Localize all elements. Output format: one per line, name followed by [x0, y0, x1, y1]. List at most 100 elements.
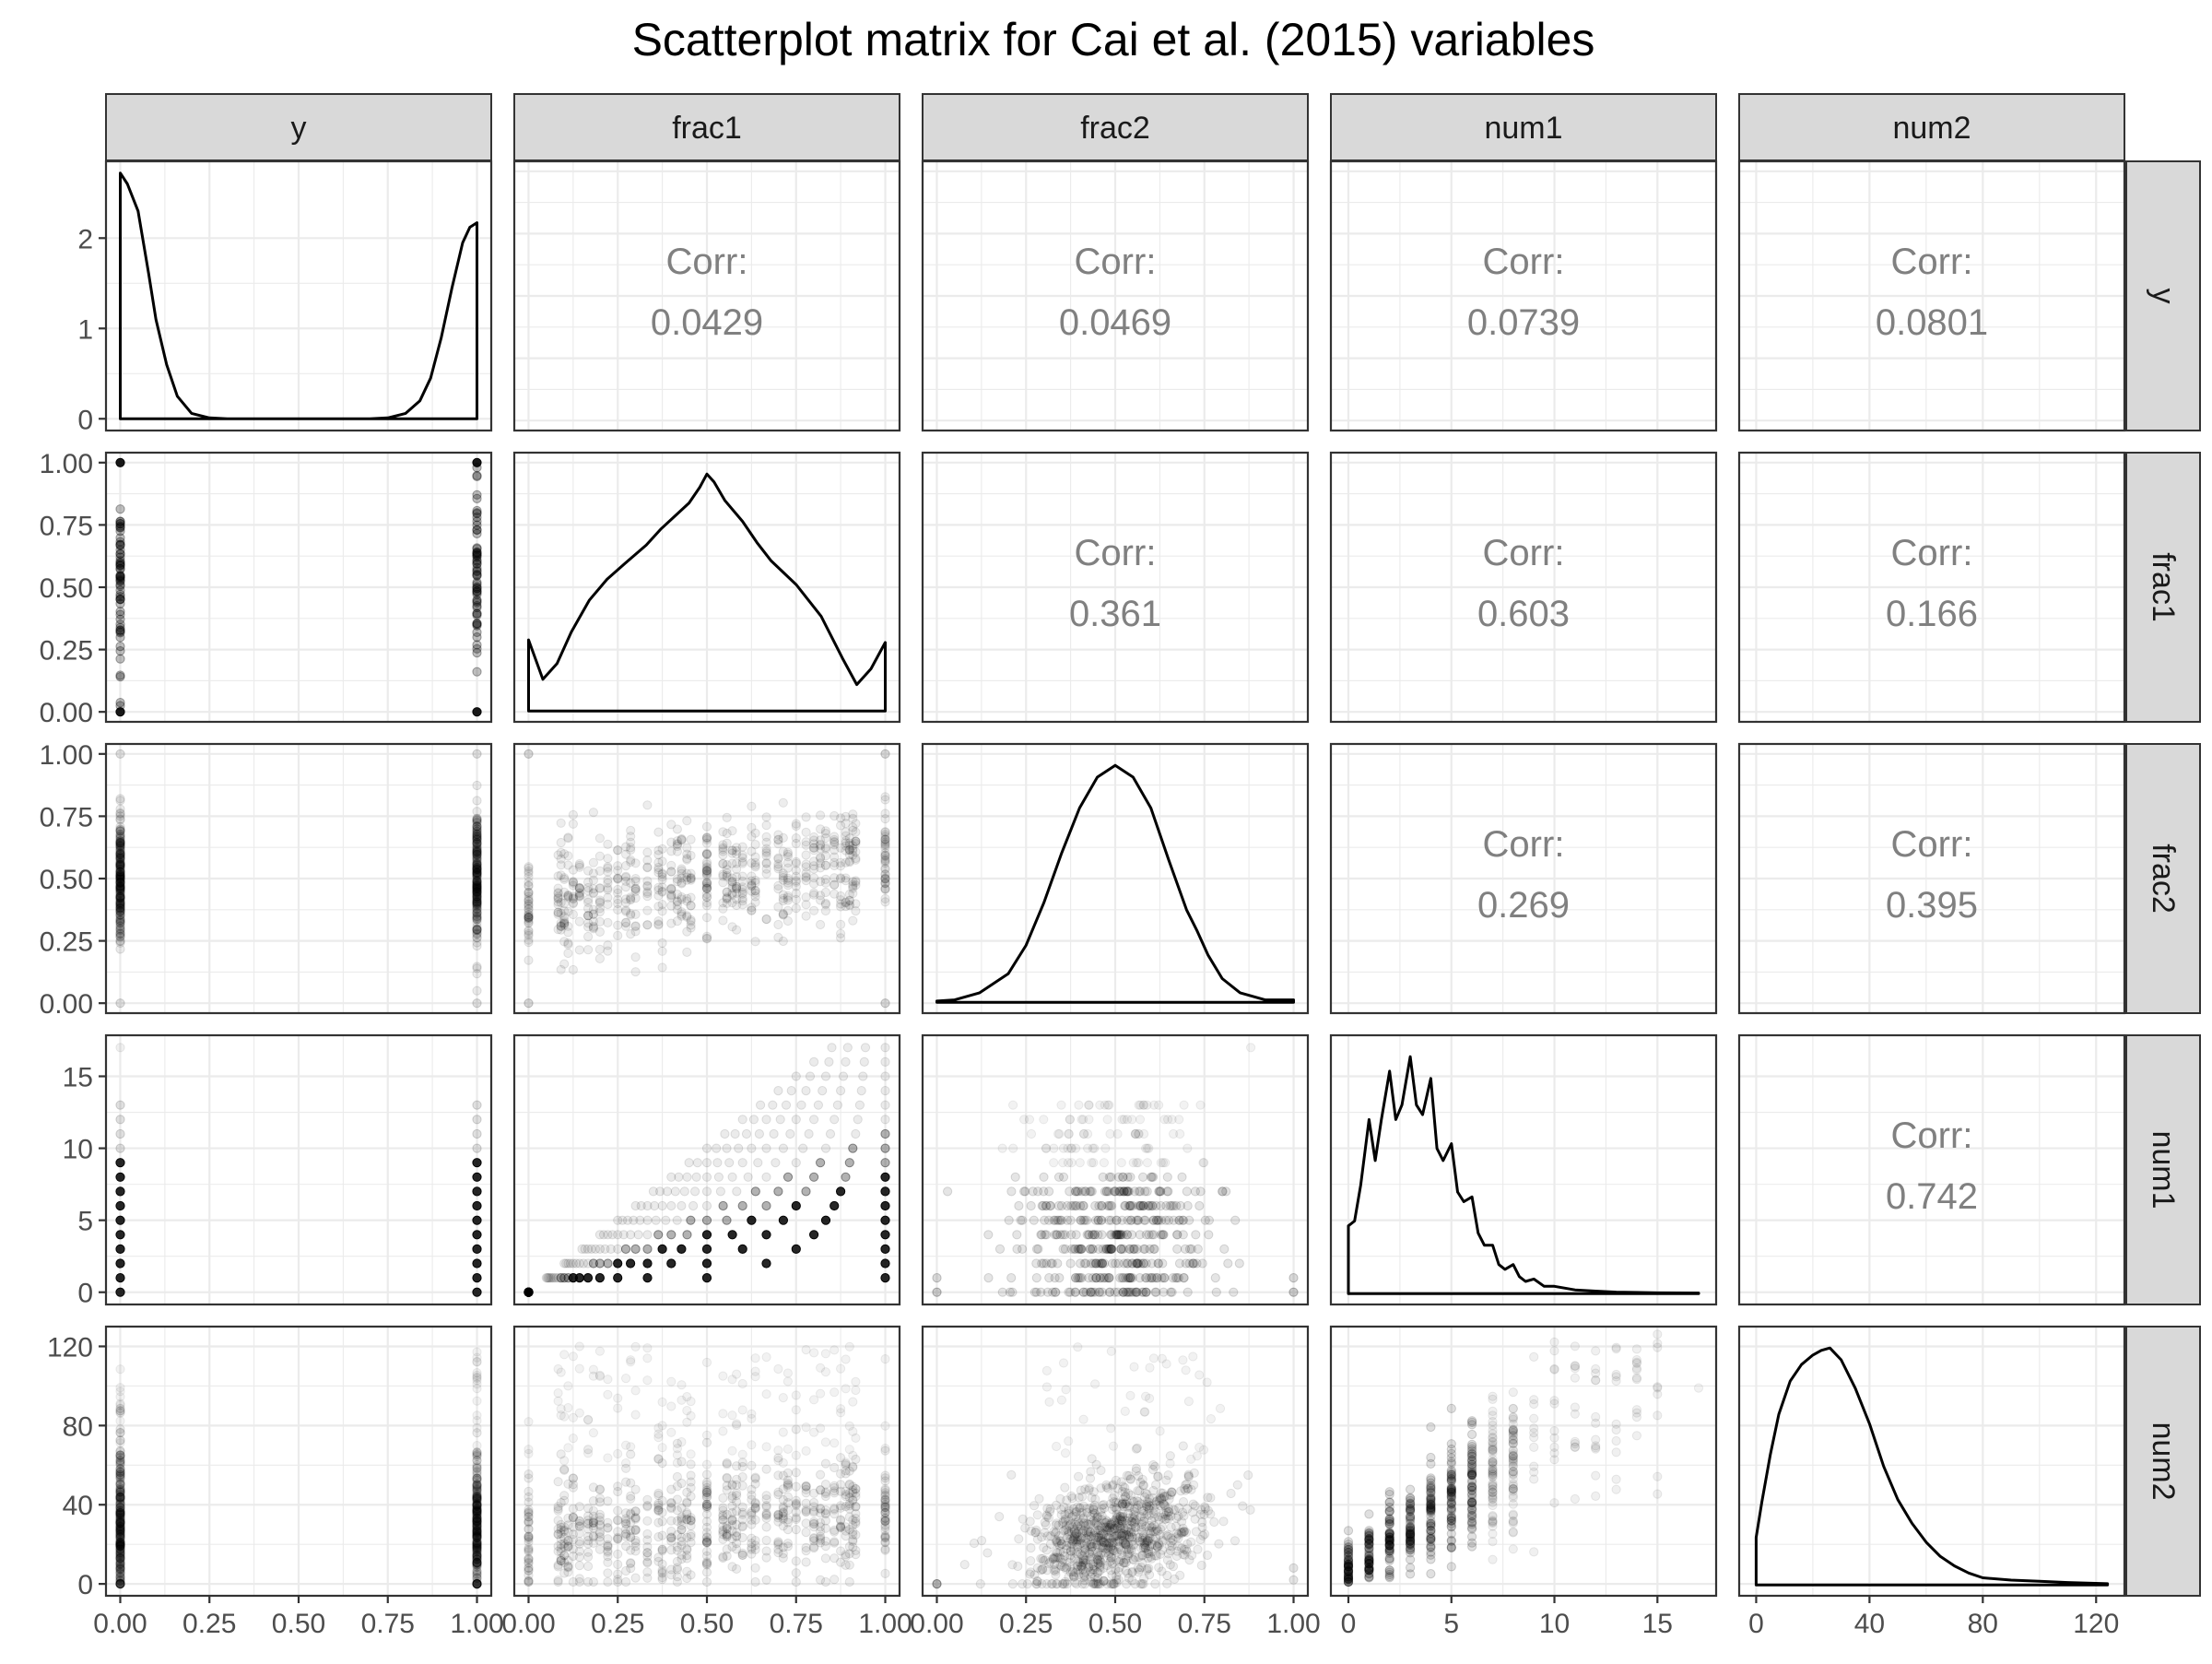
scatter-point — [115, 558, 125, 569]
scatter-point — [115, 707, 125, 717]
scatter-point — [1140, 1186, 1150, 1197]
scatter-point — [472, 1230, 482, 1240]
scatter-point — [472, 830, 482, 840]
scatter-point — [472, 1172, 482, 1182]
scatter-point — [115, 877, 125, 887]
scatter-point — [115, 873, 125, 883]
scatter-point — [791, 856, 801, 867]
scatter-point — [115, 869, 125, 880]
scatter-point — [472, 1573, 482, 1584]
scatter-point — [472, 891, 482, 902]
scatter-point — [115, 571, 125, 582]
scatter-point — [809, 1230, 819, 1240]
strip-col-frac2 — [922, 93, 1309, 161]
scatter-point — [472, 619, 482, 629]
scatter-point — [472, 559, 482, 570]
scatter-point — [1191, 1230, 1201, 1240]
scatter-point — [613, 1559, 623, 1570]
scatter-point — [115, 879, 125, 889]
scatter-point — [851, 1385, 861, 1396]
scatter-point — [472, 807, 482, 817]
scatter-point — [1007, 1579, 1018, 1589]
scatter-point — [750, 828, 760, 838]
scatter-point — [1030, 1528, 1041, 1538]
scatter-point — [115, 1510, 125, 1520]
strip-col-num1 — [1330, 93, 1717, 161]
scatter-point — [115, 832, 125, 842]
scatter-point — [472, 850, 482, 860]
scatter-point — [472, 1100, 482, 1110]
scatter-point — [1119, 1558, 1129, 1568]
scatter-point — [115, 998, 125, 1009]
scatter-point — [621, 918, 631, 928]
scatter-point — [582, 1273, 594, 1283]
scatter-point — [594, 1544, 606, 1554]
scatter-point — [816, 919, 826, 930]
scatter-point — [115, 815, 125, 825]
scatter-point — [747, 801, 757, 811]
scatter-point — [1229, 1287, 1239, 1297]
scatter-point — [472, 878, 482, 888]
scatter-point — [688, 1200, 699, 1211]
scatter-point — [1426, 1422, 1436, 1433]
grid-frac2-num2 — [1739, 744, 2124, 1013]
scatter-point — [1018, 1579, 1028, 1589]
scatter-point — [115, 826, 125, 836]
strip-col-label-num1: num1 — [1484, 111, 1562, 146]
scatter-point — [594, 883, 606, 893]
scatter-point — [848, 809, 858, 820]
scatter-point — [642, 800, 653, 810]
scatter-point — [472, 867, 482, 879]
scatter-point — [1138, 1579, 1148, 1589]
scatter-point — [115, 938, 125, 948]
scatter-point — [1032, 1575, 1042, 1587]
scatter-point — [1133, 1158, 1144, 1168]
scatter-point — [1186, 1484, 1196, 1495]
scatter-point — [472, 1441, 482, 1451]
scatter-point — [115, 552, 125, 562]
scatter-point — [472, 839, 482, 849]
scatter-point — [830, 1387, 840, 1398]
scatter-point — [472, 887, 482, 897]
scatter-point — [682, 1230, 692, 1240]
corr-label: Corr: — [1891, 824, 1973, 865]
scatter-point — [574, 1408, 584, 1418]
scatter-point — [851, 877, 861, 888]
scatter-point — [701, 1200, 712, 1211]
strip-row-y — [2125, 160, 2201, 431]
scatter-point — [1012, 1230, 1022, 1240]
scatter-point — [563, 927, 573, 938]
scatter-point — [115, 1387, 125, 1397]
scatter-point — [472, 866, 482, 876]
scatter-point — [115, 804, 125, 814]
scatter-point — [1192, 1258, 1202, 1269]
scatter-point — [1074, 1471, 1084, 1481]
scatter-point — [880, 1444, 890, 1454]
scatter-point — [782, 1492, 794, 1502]
scatter-point — [761, 1510, 771, 1520]
scatter-point — [472, 513, 482, 523]
scatter-point — [1026, 1200, 1036, 1211]
scatter-point — [773, 1086, 783, 1096]
scatter-point — [472, 620, 482, 631]
scatter-point — [830, 1575, 840, 1585]
scatter-point — [775, 1115, 785, 1125]
scatter-point — [115, 877, 125, 887]
grid-frac2-y — [106, 744, 491, 1013]
scatter-point — [472, 881, 482, 891]
scatter-point — [472, 632, 482, 643]
scatter-point — [1061, 1385, 1071, 1395]
scatter-point — [472, 868, 482, 879]
strip-row-num1 — [2125, 1034, 2201, 1305]
scatter-point — [472, 880, 482, 891]
scatter-point — [1230, 1215, 1241, 1225]
scatter-point — [115, 1455, 125, 1466]
scatter-point — [115, 595, 125, 605]
scatter-point — [1202, 1550, 1213, 1561]
scatter-point — [1364, 1528, 1374, 1538]
scatter-point — [115, 895, 125, 906]
scatter-point — [1026, 1556, 1036, 1566]
scatter-point — [472, 1215, 482, 1225]
scatter-point — [851, 836, 861, 846]
scatter-point — [115, 1553, 125, 1564]
